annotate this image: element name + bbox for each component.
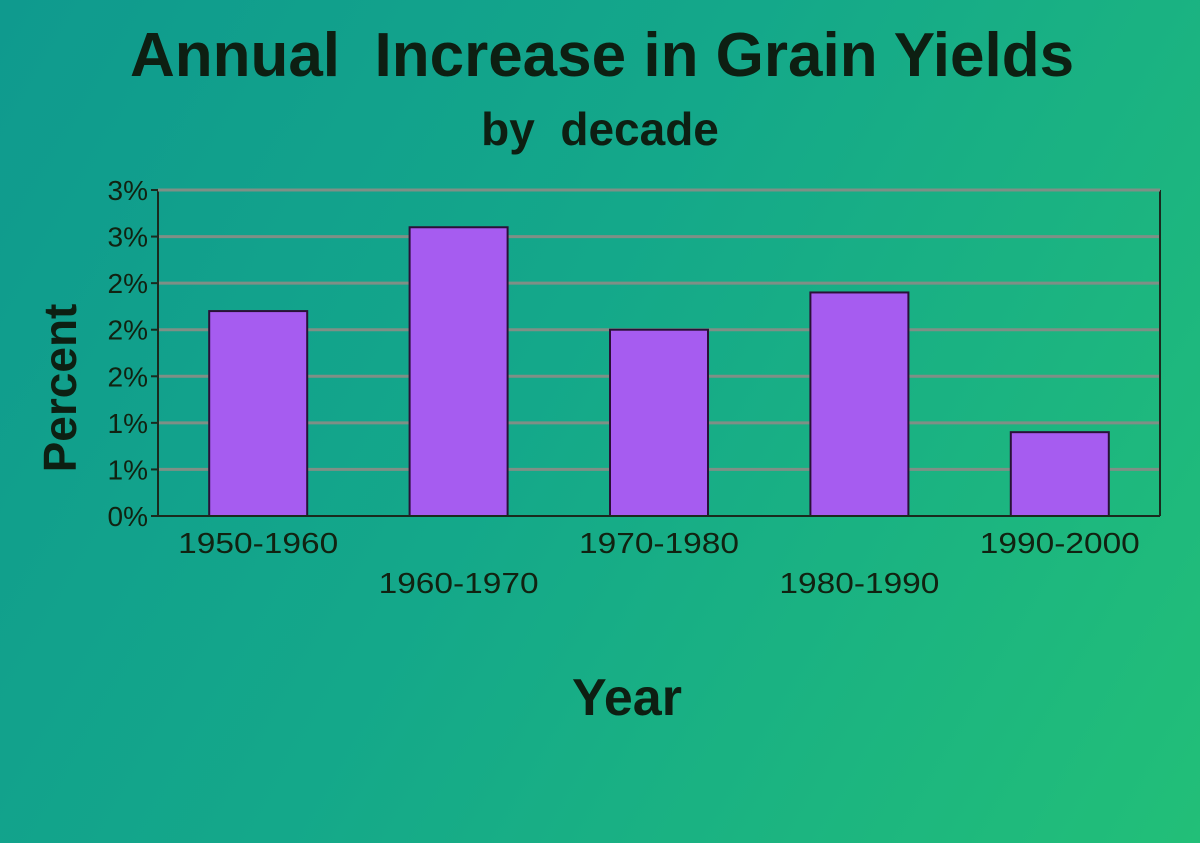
bar-1980-1990 <box>809 291 910 518</box>
x-tick-label: 1970-1980 <box>579 528 739 560</box>
chart-subtitle: by decade <box>481 103 719 155</box>
axes <box>151 188 1161 517</box>
bar-1990-2000 <box>1009 431 1110 517</box>
x-tick-labels: 1950-1960 1960-1970 1970-1980 1980-1990 1990… <box>178 528 1140 600</box>
y-tick-label: 3% <box>108 175 148 206</box>
x-tick-label: 1990-2000 <box>980 528 1140 560</box>
y-tick-label: 2% <box>108 268 148 299</box>
y-tick-label: 0% <box>108 501 148 532</box>
bar-1950-1960 <box>208 310 309 518</box>
y-tick-label: 2% <box>108 315 148 346</box>
chart-title: Annual Increase in Grain Yields <box>130 21 1074 90</box>
y-tick-label: 1% <box>108 408 148 439</box>
x-tick-label: 1950-1960 <box>178 528 338 560</box>
bar-1960-1970 <box>408 226 509 517</box>
x-tick-label: 1980-1990 <box>779 568 939 600</box>
y-tick-label: 1% <box>108 454 148 485</box>
bars <box>208 226 1110 518</box>
y-axis-label: Percent <box>34 304 86 473</box>
y-tick-labels: 0% 1% 1% 2% 2% 2% 3% 3% <box>108 175 148 532</box>
bar-1970-1980 <box>609 328 709 518</box>
x-tick-label: 1960-1970 <box>379 568 539 600</box>
x-axis-label: Year <box>572 669 682 727</box>
y-tick-label: 2% <box>108 361 148 392</box>
y-tick-label: 3% <box>108 222 148 253</box>
